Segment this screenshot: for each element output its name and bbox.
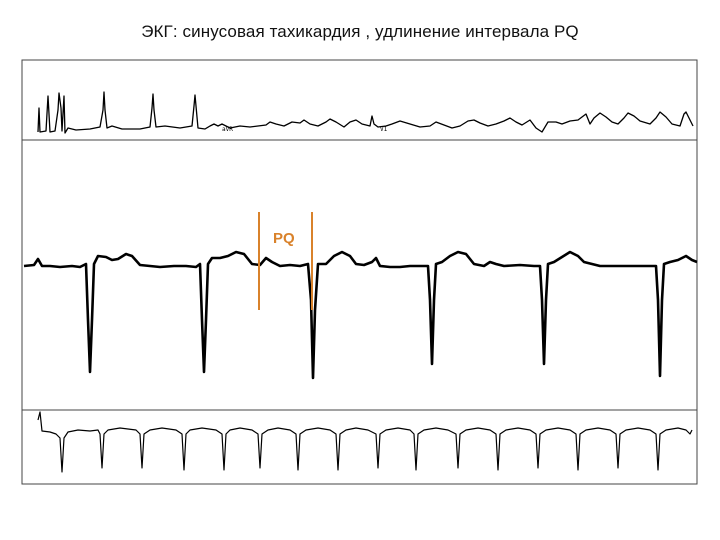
pq-interval-label: PQ	[273, 230, 295, 247]
ecg-trace-top	[37, 91, 694, 134]
lead-label-avr: aVR	[222, 126, 233, 133]
lead-label-v1: V1	[380, 126, 388, 133]
ecg-trace-bottom	[37, 411, 693, 473]
ecg-strip-top: aVR V1	[37, 91, 694, 134]
ecg-strip-middle: PQ	[23, 212, 698, 380]
ecg-trace-middle	[23, 250, 698, 380]
ecg-strip-bottom	[37, 411, 693, 473]
ecg-frame	[21, 59, 698, 485]
slide-title: ЭКГ: синусовая тахикардия , удлинение ин…	[141, 22, 579, 41]
